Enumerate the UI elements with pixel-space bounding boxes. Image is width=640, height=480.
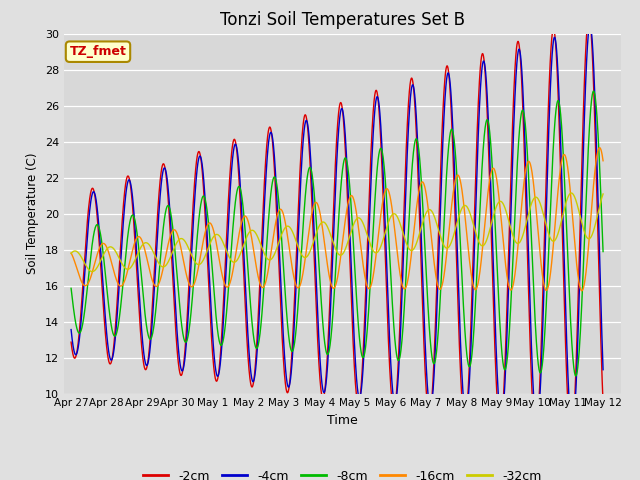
- -8cm: [294, 301, 302, 307]
- -32cm: [67, 251, 75, 256]
- -4cm: [128, 188, 136, 193]
- -2cm: [294, 208, 302, 214]
- -4cm: [586, 23, 594, 28]
- -32cm: [532, 194, 540, 200]
- Legend: -2cm, -4cm, -8cm, -16cm, -32cm: -2cm, -4cm, -8cm, -16cm, -32cm: [138, 465, 547, 480]
- -16cm: [596, 145, 604, 151]
- -32cm: [589, 230, 596, 236]
- -32cm: [599, 191, 607, 197]
- -32cm: [128, 263, 136, 269]
- -8cm: [572, 373, 580, 379]
- -16cm: [578, 288, 586, 294]
- -2cm: [531, 430, 539, 435]
- -32cm: [294, 244, 302, 250]
- -8cm: [599, 249, 607, 254]
- -4cm: [589, 50, 596, 56]
- -32cm: [159, 264, 167, 270]
- -4cm: [271, 164, 279, 169]
- -16cm: [271, 223, 279, 228]
- -2cm: [67, 339, 75, 345]
- -16cm: [599, 158, 607, 164]
- Line: -8cm: -8cm: [71, 91, 603, 376]
- -2cm: [128, 194, 136, 200]
- -2cm: [271, 179, 279, 184]
- -4cm: [67, 327, 75, 333]
- Text: TZ_fmet: TZ_fmet: [70, 45, 127, 58]
- -8cm: [128, 213, 136, 218]
- -2cm: [567, 436, 575, 442]
- -4cm: [531, 416, 539, 421]
- -2cm: [159, 161, 167, 167]
- -4cm: [568, 427, 576, 433]
- -32cm: [271, 250, 279, 255]
- -8cm: [589, 90, 596, 96]
- Line: -16cm: -16cm: [71, 148, 603, 291]
- -8cm: [271, 175, 279, 180]
- -16cm: [531, 198, 539, 204]
- -8cm: [67, 286, 75, 291]
- -16cm: [294, 285, 302, 291]
- Line: -4cm: -4cm: [71, 25, 603, 430]
- -4cm: [294, 235, 302, 240]
- -32cm: [88, 269, 96, 275]
- -8cm: [159, 225, 167, 230]
- -2cm: [589, 66, 596, 72]
- Title: Tonzi Soil Temperatures Set B: Tonzi Soil Temperatures Set B: [220, 11, 465, 29]
- -8cm: [531, 321, 539, 327]
- -2cm: [585, 14, 593, 20]
- -4cm: [599, 367, 607, 372]
- Line: -32cm: -32cm: [71, 193, 603, 272]
- -4cm: [159, 167, 167, 173]
- -2cm: [599, 400, 607, 406]
- -16cm: [67, 250, 75, 256]
- -16cm: [128, 250, 136, 256]
- -8cm: [589, 88, 597, 94]
- -32cm: [568, 190, 575, 196]
- Y-axis label: Soil Temperature (C): Soil Temperature (C): [26, 153, 39, 275]
- -16cm: [589, 191, 596, 197]
- -16cm: [159, 264, 167, 270]
- X-axis label: Time: Time: [327, 414, 358, 427]
- Line: -2cm: -2cm: [71, 17, 603, 439]
